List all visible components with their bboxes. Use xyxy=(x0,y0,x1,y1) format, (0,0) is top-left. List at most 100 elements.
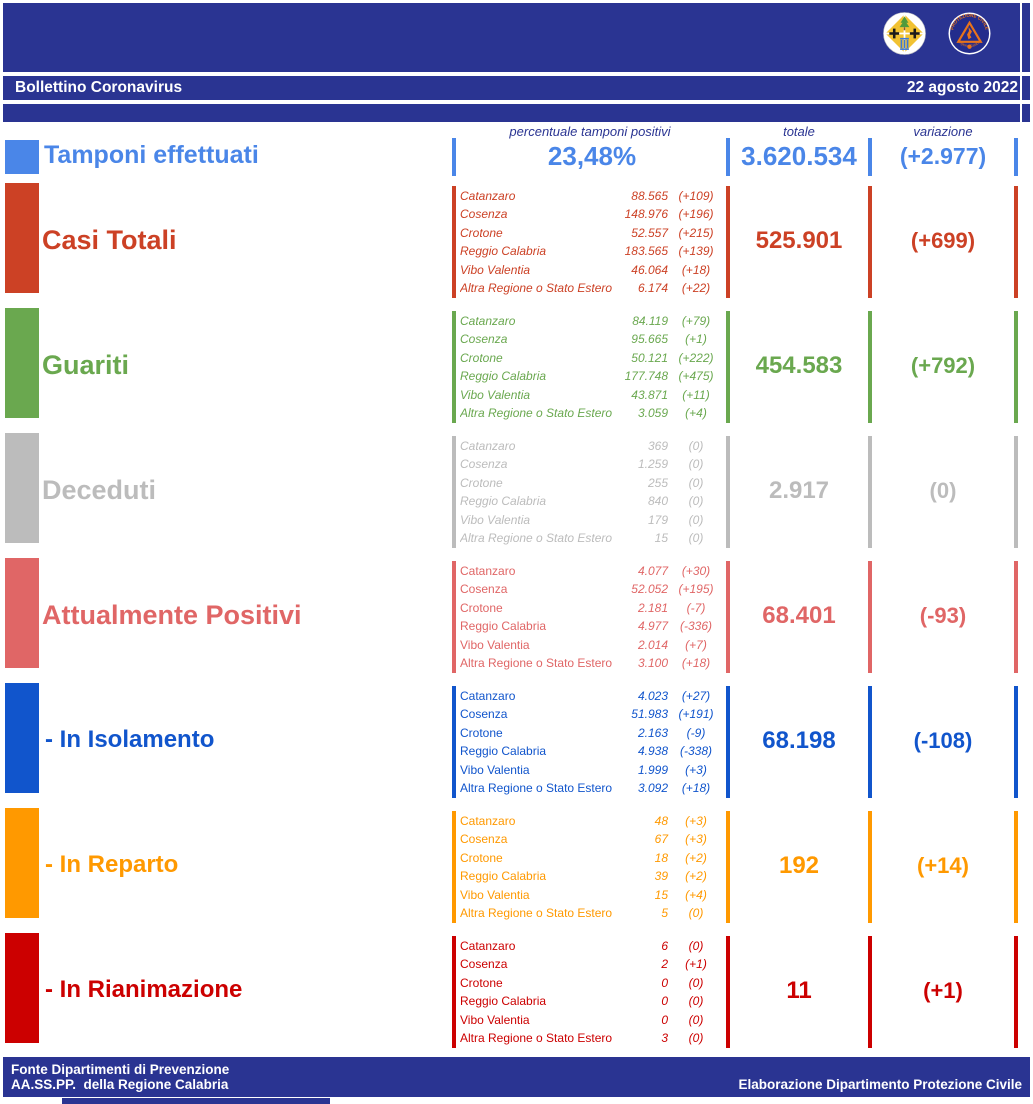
row-variation: (+792) xyxy=(910,353,976,378)
breakdown-line: Cosenza 95.665 (+1) xyxy=(460,331,724,347)
province-value: 39 xyxy=(654,869,668,884)
breakdown-line: Crotone 2.181 (-7) xyxy=(460,600,724,616)
separator-bar xyxy=(452,936,456,1048)
row-label: - In Rianimazione xyxy=(45,976,243,1003)
row-deceduti: Deceduti Catanzaro 369 (0) Cosenza 1.259 (0) C… xyxy=(0,430,1033,555)
province-variation: (+18) xyxy=(681,780,711,795)
province-variation: (+11) xyxy=(682,387,710,402)
row-color-bar xyxy=(5,933,39,1043)
province-label: Cosenza xyxy=(460,207,508,222)
row-total: 525.901 xyxy=(755,227,843,254)
province-value: 88.565 xyxy=(631,189,668,203)
province-label: Catanzaro xyxy=(460,189,516,203)
footer-elaboration: Elaborazione Dipartimento Protezione Civ… xyxy=(738,1077,1022,1092)
row-in-isolamento: - In Isolamento Catanzaro 4.023 (+27) Cosen… xyxy=(0,680,1033,805)
province-label: Altra Regione o Stato Estero xyxy=(460,1030,612,1045)
breakdown-line: Vibo Valentia 46.064 (+18) xyxy=(460,262,724,278)
row-total: 3.620.534 xyxy=(741,140,857,171)
province-value: 3.100 xyxy=(637,655,668,670)
province-label: Altra Regione o Stato Estero xyxy=(460,280,612,295)
row-color-bar xyxy=(5,308,39,418)
bottom-partial-bar xyxy=(62,1098,330,1104)
breakdown-line: Cosenza 2 (+1) xyxy=(460,956,724,972)
breakdown-line: Altra Regione o Stato Estero 3.059 (+4) xyxy=(460,405,724,421)
breakdown-line: Vibo Valentia 1.999 (+3) xyxy=(460,762,724,778)
province-label: Cosenza xyxy=(460,832,508,847)
province-variation: (0) xyxy=(688,939,704,953)
breakdown-line: Cosenza 148.976 (+196) xyxy=(460,206,724,222)
breakdown-line: Crotone 2.163 (-9) xyxy=(460,725,724,741)
province-variation: (+18) xyxy=(681,262,711,277)
province-label: Cosenza xyxy=(460,582,508,597)
breakdown-line: Catanzaro 4.077 (+30) xyxy=(460,563,724,579)
province-variation: (+2) xyxy=(685,869,707,884)
breakdown-table: Catanzaro 48 (+3) Cosenza 67 (+3) Crotone 18 (+2… xyxy=(460,811,724,923)
row-total: 2.917 xyxy=(768,477,830,504)
row-in-reparto: - In Reparto Catanzaro 48 (+3) Cosenza 67 (+3… xyxy=(0,805,1033,930)
header-bar xyxy=(3,3,1030,72)
column-header-variazione: variazione xyxy=(913,124,973,139)
province-label: Reggio Calabria xyxy=(460,994,547,1009)
province-value: 2 xyxy=(661,957,668,972)
province-variation: (+3) xyxy=(685,814,707,828)
breakdown-line: Altra Regione o Stato Estero 6.174 (+22) xyxy=(460,280,724,296)
breakdown-line: Cosenza 67 (+3) xyxy=(460,831,724,847)
footer-source-line1: Fonte Dipartimenti di Prevenzione xyxy=(11,1062,230,1077)
separator-bar xyxy=(452,436,456,548)
province-variation: (+22) xyxy=(681,280,711,295)
row-total: 454.583 xyxy=(755,352,843,379)
separator-bar xyxy=(868,186,872,298)
province-value: 48 xyxy=(654,814,668,828)
province-value: 4.938 xyxy=(637,744,668,759)
province-variation: (0) xyxy=(688,512,704,527)
province-value: 179 xyxy=(647,512,668,527)
row-color-bar xyxy=(5,183,39,293)
title-bar: Bollettino Coronavirus 22 agosto 2022 xyxy=(3,76,1030,100)
separator-bar xyxy=(452,138,456,176)
province-label: Vibo Valentia xyxy=(460,262,531,277)
province-label: Cosenza xyxy=(460,332,508,347)
province-value: 0 xyxy=(661,975,668,990)
breakdown-line: Cosenza 51.983 (+191) xyxy=(460,706,724,722)
separator-bar xyxy=(868,811,872,923)
province-variation: (0) xyxy=(688,1012,704,1027)
province-label: Vibo Valentia xyxy=(460,637,530,652)
province-value: 67 xyxy=(654,832,668,847)
province-variation: (+3) xyxy=(685,762,707,777)
breakdown-line: Crotone 255 (0) xyxy=(460,475,724,491)
separator-bar xyxy=(1014,311,1018,423)
tamponi-color-swatch xyxy=(5,140,39,174)
province-label: Altra Regione o Stato Estero xyxy=(460,405,612,420)
province-variation: (+18) xyxy=(681,655,711,670)
separator-bar xyxy=(726,186,730,298)
separator-bar xyxy=(726,811,730,923)
separator-bar xyxy=(1014,561,1018,673)
footer-bar: Fonte Dipartimenti di Prevenzione AA.SS.… xyxy=(3,1057,1030,1097)
breakdown-line: Vibo Valentia 2.014 (+7) xyxy=(460,637,724,653)
province-value: 0 xyxy=(661,1012,668,1027)
province-label: Catanzaro xyxy=(460,439,516,453)
province-value: 177.748 xyxy=(624,369,668,384)
province-label: Altra Regione o Stato Estero xyxy=(460,655,612,670)
breakdown-line: Vibo Valentia 0 (0) xyxy=(460,1012,724,1028)
breakdown-table: Catanzaro 4.077 (+30) Cosenza 52.052 (+195) Cr… xyxy=(460,561,724,673)
province-label: Altra Regione o Stato Estero xyxy=(460,530,612,545)
separator-bar xyxy=(868,561,872,673)
breakdown-line: Cosenza 52.052 (+195) xyxy=(460,581,724,597)
report-date: 22 agosto 2022 xyxy=(906,79,1018,96)
province-label: Catanzaro xyxy=(460,689,516,703)
province-variation: (+79) xyxy=(681,314,711,328)
row-label: Attualmente Positivi xyxy=(42,599,302,630)
province-label: Reggio Calabria xyxy=(460,869,547,884)
province-variation: (+195) xyxy=(678,582,714,597)
tamponi-percentage: 23,48% xyxy=(547,140,637,171)
province-value: 51.983 xyxy=(631,707,668,722)
province-value: 4.977 xyxy=(637,619,668,634)
separator-bar xyxy=(726,561,730,673)
province-variation: (-336) xyxy=(679,619,712,634)
breakdown-line: Catanzaro 6 (0) xyxy=(460,938,724,954)
breakdown-line: Catanzaro 88.565 (+109) xyxy=(460,188,724,204)
province-value: 52.557 xyxy=(631,225,668,240)
row-variation: (-108) xyxy=(913,728,973,753)
